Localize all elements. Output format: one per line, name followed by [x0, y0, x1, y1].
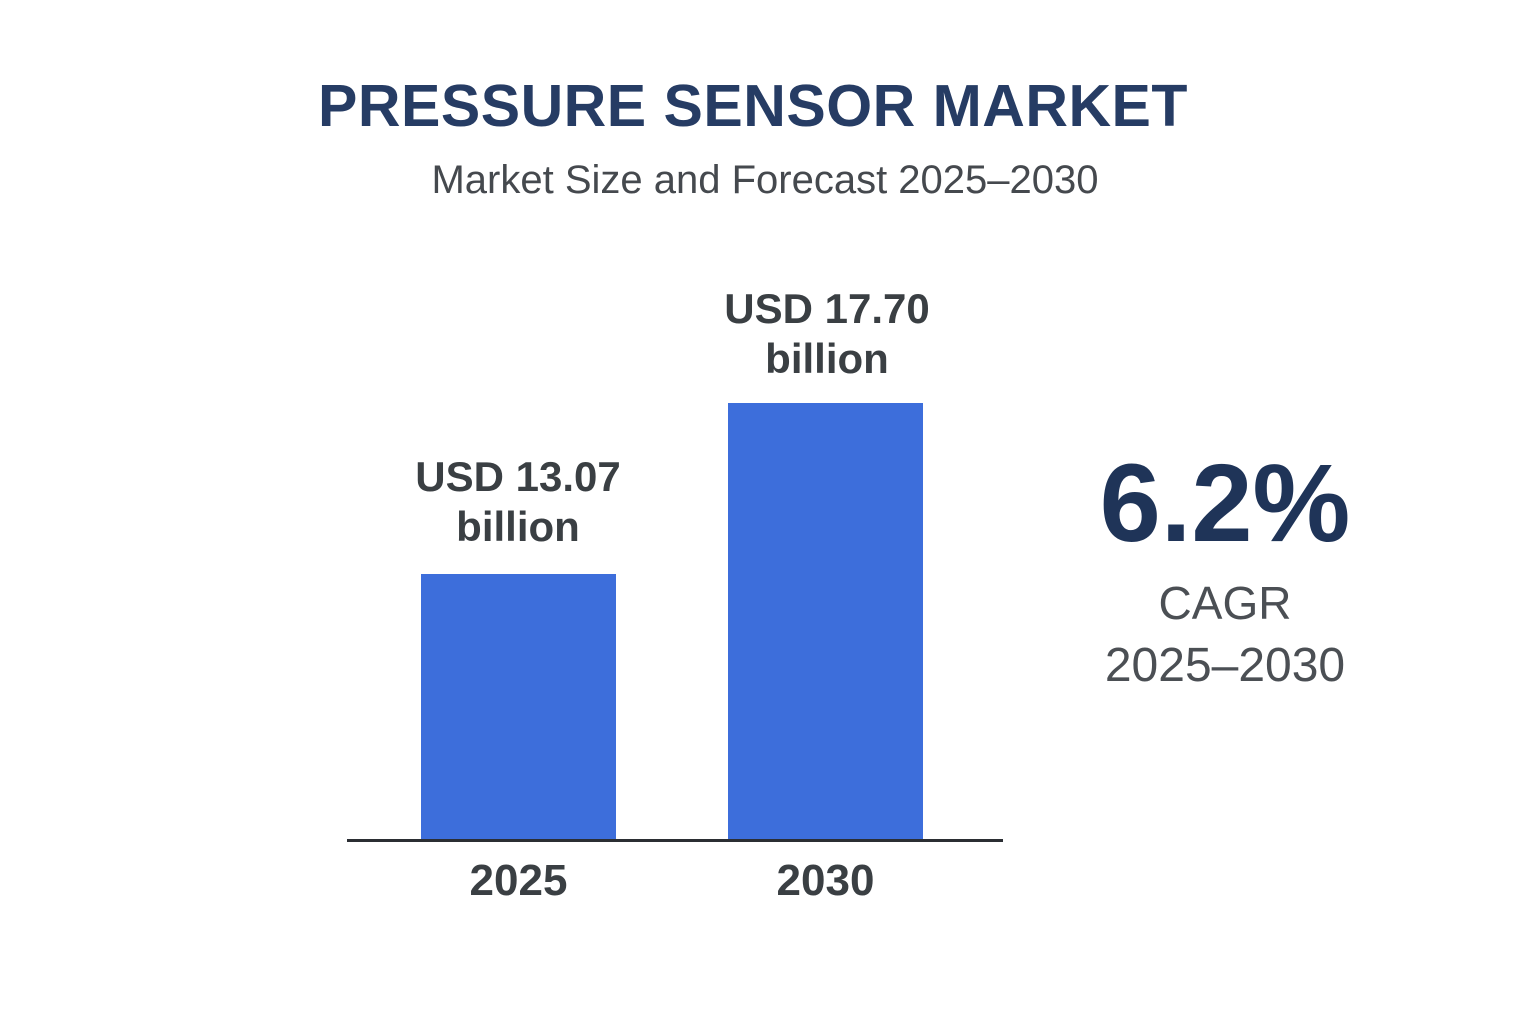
bar-value-2025-line2: billion: [456, 502, 580, 550]
bar-value-2030-line2: billion: [765, 334, 889, 382]
cagr-range: 2025–2030: [1104, 638, 1346, 692]
page-subtitle: Market Size and Forecast 2025–2030: [431, 158, 1099, 202]
bar-value-2025-line1: USD 13.07: [415, 453, 621, 500]
x-axis-line: [347, 839, 1003, 842]
bar-2025: [421, 574, 616, 839]
bar-value-2030-line1: USD 17.70: [724, 285, 930, 332]
bar-value-label-2030: USD 17.70 billion: [677, 284, 977, 383]
cagr-stat-block: 6.2% CAGR 2025–2030: [1040, 446, 1410, 693]
x-axis-label-2030: 2030: [776, 856, 875, 905]
bar-value-label-2025: USD 13.07 billion: [368, 452, 668, 551]
x-axis-label-2025: 2025: [469, 856, 568, 905]
page-title: PRESSURE SENSOR MARKET: [318, 73, 1188, 139]
bar-2030: [728, 403, 923, 839]
cagr-value: 6.2%: [1099, 442, 1351, 565]
cagr-label: CAGR: [1158, 576, 1292, 629]
